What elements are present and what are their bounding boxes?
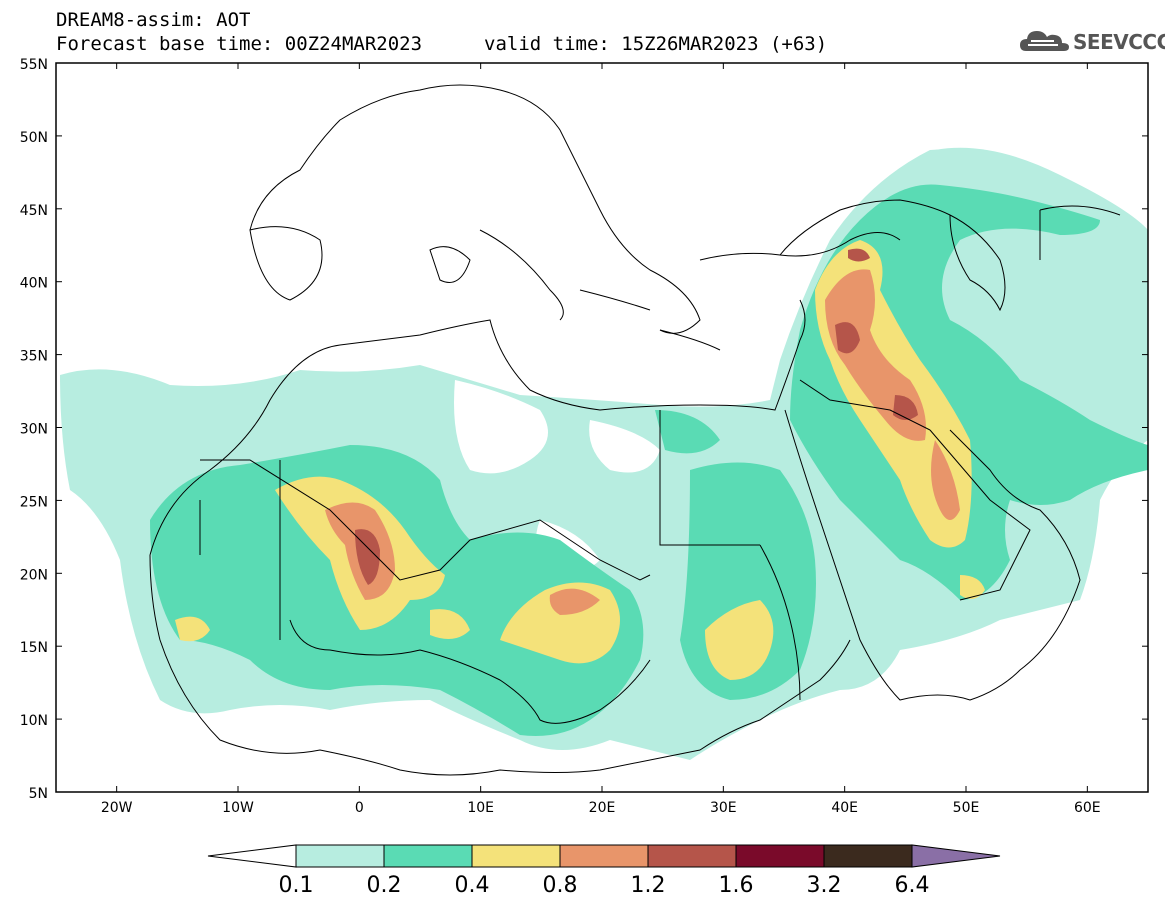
lon-label: 40E [831,800,858,816]
colorbar-swatch [647,844,737,868]
lat-label: 50N [20,130,48,146]
colorbar-swatch [471,844,561,868]
colorbar-over-triangle [911,844,1001,868]
lat-label: 30N [20,422,48,438]
lon-label: 10E [467,800,494,816]
lon-label: 0 [355,800,364,816]
lat-label: 10N [20,713,48,729]
latitude-axis: 55N 50N 45N 40N 35N 30N 25N 20N 15N 10N 5N [20,57,1148,802]
colorbar-swatch [559,844,649,868]
lon-label: 20W [101,800,133,816]
colorbar-label: 1.2 [631,873,666,898]
colorbar-swatch [295,844,385,868]
lat-label: 15N [20,640,48,656]
forecast-base-time: Forecast base time: 00Z24MAR2023 [56,33,423,55]
valid-time: valid time: 15Z26MAR2023 (+63) [484,33,828,55]
colorbar-label: 0.1 [279,873,314,898]
lat-label: 5N [29,786,48,802]
lat-label: 45N [20,203,48,219]
colorbar-swatch [383,844,473,868]
colorbar-label: 1.6 [719,873,754,898]
colorbar-label: 6.4 [895,873,930,898]
lon-label: 50E [953,800,980,816]
colorbar-swatch [823,844,913,868]
map-title: DREAM8-assim: AOT [56,9,251,31]
cloud-icon [1020,31,1069,51]
colorbar-label: 0.4 [455,873,490,898]
colorbar-label: 3.2 [807,873,842,898]
colorbar: 0.1 0.2 0.4 0.8 1.2 1.6 3.2 6.4 [207,844,1001,898]
lon-label: 10W [222,800,254,816]
lat-label: 55N [20,57,48,73]
lat-label: 35N [20,349,48,365]
seevccc-logo: SEEVCCC [1018,26,1165,56]
colorbar-label: 0.8 [543,873,578,898]
colorbar-under-triangle [207,844,297,868]
lat-label: 20N [20,567,48,583]
colorbar-label: 0.2 [367,873,402,898]
lon-label: 30E [710,800,737,816]
longitude-axis: 20W 10W 0 10E 20E 30E 40E 50E 60E [101,63,1101,816]
colorbar-swatch [735,844,825,868]
lon-label: 60E [1074,800,1101,816]
lon-label: 20E [589,800,616,816]
aot-field [60,147,1148,760]
coastlines [149,84,1121,776]
lat-label: 40N [20,276,48,292]
lat-label: 25N [20,494,48,510]
logo-text: SEEVCCC [1073,30,1165,54]
